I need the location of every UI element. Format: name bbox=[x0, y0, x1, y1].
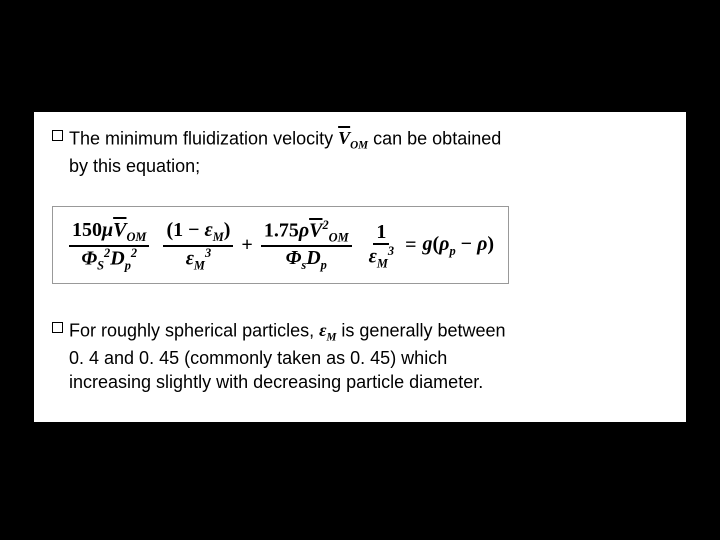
bullet-2-line2: 0. 4 and 0. 45 (commonly taken as 0. 45)… bbox=[69, 346, 668, 370]
t3-phi: Φ bbox=[286, 247, 302, 269]
t1-150: 150 bbox=[72, 219, 102, 241]
t2-eps: ε bbox=[205, 219, 213, 241]
bullet-1-text: The minimum fluidization velocity VOM ca… bbox=[69, 126, 668, 154]
rhs-rho2: ρ bbox=[477, 233, 487, 255]
t4-epssub: M bbox=[377, 256, 388, 270]
eq-term4-den: εM3 bbox=[366, 245, 397, 271]
eq-term1-num: 150μVOM bbox=[69, 219, 149, 247]
t1-mu: μ bbox=[102, 219, 113, 241]
eq-term4: 1 εM3 bbox=[366, 221, 397, 271]
t2-denepssup: 3 bbox=[205, 246, 211, 260]
t2-close: ) bbox=[224, 219, 231, 241]
eq-term2-num: (1 − εM) bbox=[163, 219, 233, 247]
t2-epssub: M bbox=[213, 230, 224, 244]
bullet-2-line3: increasing slightly with decreasing part… bbox=[69, 370, 668, 394]
t1-Dsub: p bbox=[125, 258, 131, 272]
eps-sub: M bbox=[327, 331, 337, 343]
t3-vsub: OM bbox=[329, 231, 349, 245]
symbol-vom: VOM bbox=[338, 126, 368, 154]
bullet-1: The minimum fluidization velocity VOM ca… bbox=[52, 126, 668, 154]
eq-term4-num: 1 bbox=[373, 221, 389, 245]
t3-175: 1.75 bbox=[264, 220, 299, 242]
rhs-rho: ρ bbox=[439, 233, 449, 255]
rhs-minus: − bbox=[456, 233, 477, 255]
bullet-2-post: is generally between bbox=[336, 320, 505, 340]
bullet-1-pre: The minimum fluidization velocity bbox=[69, 129, 333, 149]
t2-open: (1 − bbox=[166, 219, 204, 241]
bullet-2: For roughly spherical particles, εM is g… bbox=[52, 318, 668, 346]
bullet-box-icon bbox=[52, 130, 63, 141]
t2-denepssub: M bbox=[194, 258, 205, 272]
t3-vbar: V bbox=[309, 220, 322, 242]
eq-term3-num: 1.75ρV2OM bbox=[261, 219, 352, 247]
eq-term3: 1.75ρV2OM ΦsDp bbox=[261, 219, 352, 273]
eq-rhs: g(ρp − ρ) bbox=[422, 233, 494, 259]
t1-vsub: OM bbox=[126, 230, 146, 244]
eps: ε bbox=[319, 320, 326, 340]
eq-term1-den: ΦS2Dp2 bbox=[78, 247, 140, 273]
t1-phi: Φ bbox=[81, 247, 97, 269]
symbol-epsm: εM bbox=[319, 318, 336, 346]
bullet-box-icon bbox=[52, 322, 63, 333]
eq-term3-den: ΦsDp bbox=[283, 247, 330, 273]
eq-term2: (1 − εM) εM3 bbox=[163, 219, 233, 273]
rhs-close: ) bbox=[487, 233, 494, 255]
content-card: The minimum fluidization velocity VOM ca… bbox=[34, 112, 686, 422]
t3-rho: ρ bbox=[299, 220, 309, 242]
bullet-1-post: can be obtained bbox=[373, 129, 501, 149]
t1-D: D bbox=[110, 247, 124, 269]
equation-box: 150μVOM ΦS2Dp2 (1 − εM) εM3 + bbox=[52, 206, 509, 284]
bullet-1-line2: by this equation; bbox=[69, 154, 668, 178]
t3-D: D bbox=[306, 247, 320, 269]
vom-sub: OM bbox=[350, 140, 368, 152]
t4-eps: ε bbox=[369, 245, 377, 267]
t3-Dsub: p bbox=[321, 258, 327, 272]
t4-epssup: 3 bbox=[388, 244, 394, 258]
t1-vbar: V bbox=[113, 219, 126, 241]
bullet-2-pre: For roughly spherical particles, bbox=[69, 320, 319, 340]
eq-plus: + bbox=[241, 234, 252, 257]
rhs-g: g bbox=[422, 233, 432, 255]
eq-term2-den: εM3 bbox=[183, 247, 214, 273]
equation: 150μVOM ΦS2Dp2 (1 − εM) εM3 + bbox=[67, 219, 494, 273]
vbar: V bbox=[338, 128, 350, 148]
t2-deneps: ε bbox=[186, 247, 194, 269]
eq-equals: = bbox=[405, 234, 416, 257]
t1-Dsup: 2 bbox=[131, 246, 137, 260]
bullet-2-text: For roughly spherical particles, εM is g… bbox=[69, 318, 668, 346]
eq-term1: 150μVOM ΦS2Dp2 bbox=[69, 219, 149, 273]
t1-phisub: S bbox=[97, 258, 104, 272]
